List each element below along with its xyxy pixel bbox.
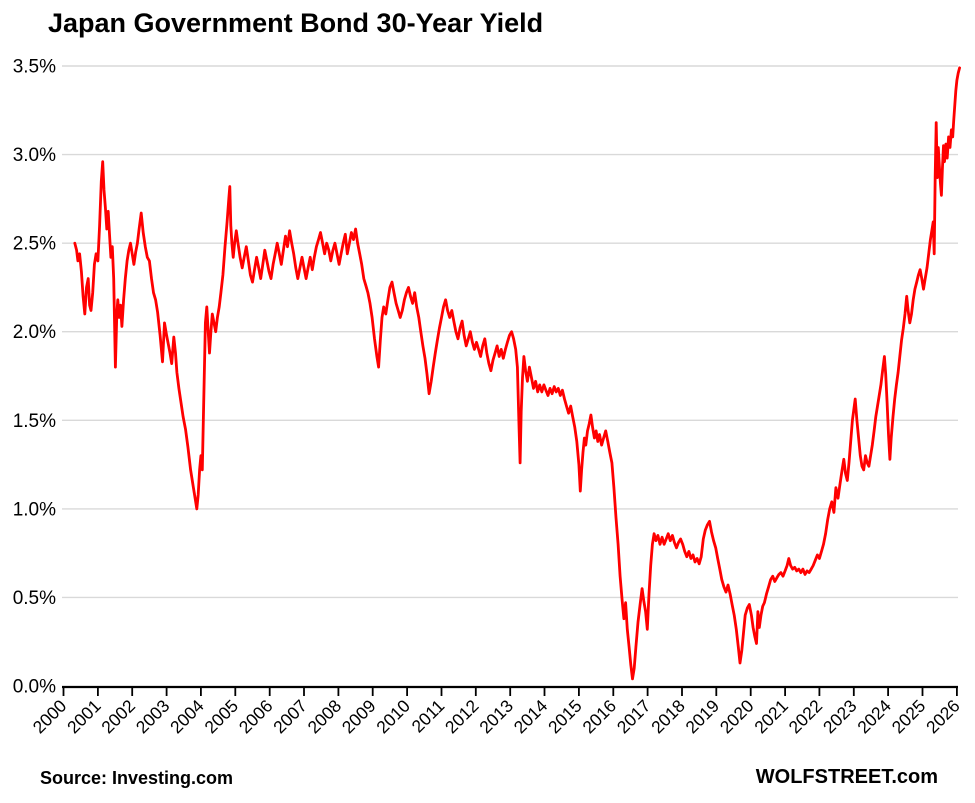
y-tick-label: 3.0% bbox=[13, 145, 56, 166]
x-tick-label: 2002 bbox=[97, 696, 139, 738]
y-tick-label: 2.5% bbox=[13, 234, 56, 255]
x-tick-label: 2014 bbox=[510, 696, 552, 738]
y-axis-labels: 0.0% 0.5% 1.0% 1.5% 2.0% 2.5% 3.0% 3.5% bbox=[13, 57, 56, 698]
source-attribution: Source: Investing.com bbox=[40, 768, 234, 788]
x-tick-label: 2026 bbox=[922, 696, 964, 738]
x-tick-label: 2022 bbox=[785, 696, 827, 738]
x-tick-label: 2001 bbox=[63, 696, 105, 738]
x-tick-label: 2004 bbox=[166, 696, 208, 738]
x-tick-label: 2019 bbox=[681, 696, 723, 738]
x-tick-label: 2000 bbox=[29, 696, 71, 738]
x-tick-label: 2008 bbox=[304, 696, 346, 738]
y-tick-label: 3.5% bbox=[13, 57, 56, 78]
wolfstreet-branding: WOLFSTREET.com bbox=[755, 766, 938, 788]
x-tick-label: 2006 bbox=[235, 696, 277, 738]
x-tick-label: 2020 bbox=[716, 696, 758, 738]
x-tick-label: 2003 bbox=[132, 696, 174, 738]
x-tick-label: 2013 bbox=[475, 696, 517, 738]
y-tick-label: 2.0% bbox=[13, 322, 56, 343]
x-tick-label: 2007 bbox=[269, 696, 311, 738]
x-tick-label: 2011 bbox=[408, 696, 449, 737]
x-tick-label: 2012 bbox=[441, 696, 483, 738]
yield-series-line bbox=[73, 66, 961, 681]
x-tick-label: 2009 bbox=[338, 696, 380, 738]
x-tick-label: 2016 bbox=[578, 696, 620, 738]
y-tick-label: 0.0% bbox=[13, 677, 56, 698]
x-axis-labels: 2000200120022003200420052006200720082009… bbox=[29, 696, 964, 738]
x-tick-label: 2017 bbox=[613, 696, 655, 738]
y-tick-label: 0.5% bbox=[13, 588, 56, 609]
y-tick-label: 1.5% bbox=[13, 411, 56, 432]
x-tick-label: 2018 bbox=[647, 696, 689, 738]
x-tick-label: 2025 bbox=[888, 696, 930, 738]
x-tick-label: 2010 bbox=[372, 696, 414, 738]
chart-title: Japan Government Bond 30-Year Yield bbox=[48, 8, 544, 38]
x-tick-label: 2015 bbox=[544, 696, 586, 738]
x-tick-label: 2023 bbox=[819, 696, 861, 738]
y-tick-label: 1.0% bbox=[13, 499, 56, 520]
x-tick-label: 2005 bbox=[200, 696, 242, 738]
x-axis bbox=[62, 685, 958, 696]
x-tick-label: 2021 bbox=[750, 696, 792, 738]
x-tick-label: 2024 bbox=[853, 696, 895, 738]
